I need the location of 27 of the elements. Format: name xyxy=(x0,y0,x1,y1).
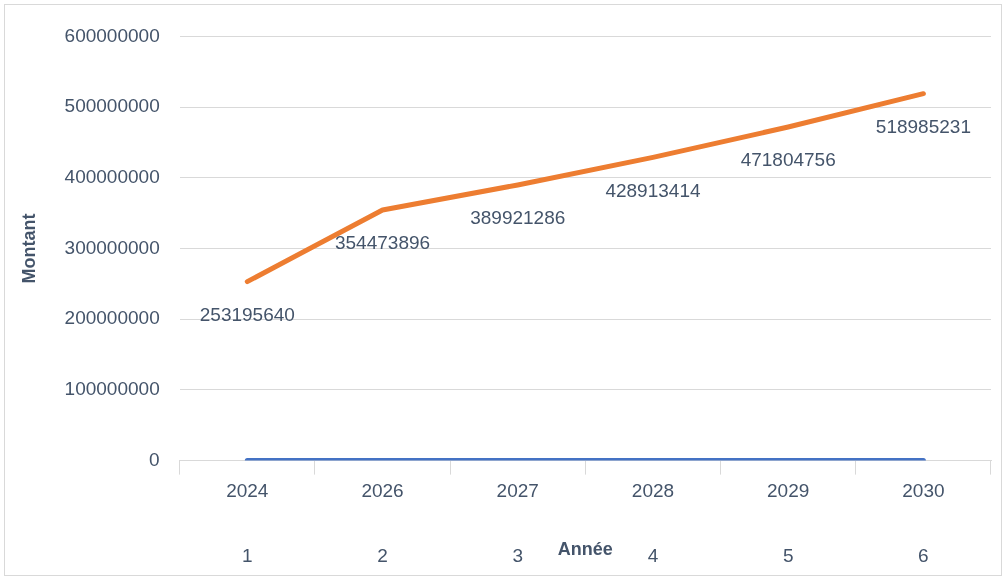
text: 2 xyxy=(377,545,388,567)
data-label: 518985231 xyxy=(875,115,971,137)
y-tick-label: 100000000 xyxy=(64,378,160,400)
x-tick-label: 2026 xyxy=(361,480,404,502)
x-axis-title: Année xyxy=(557,539,613,560)
y-tick-label: 600000000 xyxy=(64,24,160,46)
y-tick-label: 300000000 xyxy=(64,236,160,258)
text: 4 xyxy=(647,545,659,567)
text: 3 xyxy=(512,545,524,567)
y-tick-label: 500000000 xyxy=(64,95,160,117)
x-tick-label: 2027 xyxy=(496,480,539,502)
data-label: 253195640 xyxy=(199,303,295,325)
text: 6 xyxy=(918,545,929,567)
x-tick-label: 2024 xyxy=(226,480,269,502)
y-tick-label: 400000000 xyxy=(64,166,160,188)
x-tick-label: 2028 xyxy=(631,480,675,502)
data-label: 354473896 xyxy=(334,232,431,254)
data-label: 428913414 xyxy=(605,179,701,201)
y-axis-title: Montant xyxy=(18,213,39,284)
text: 1 xyxy=(242,545,253,567)
data-label: 471804756 xyxy=(740,149,836,171)
y-tick-label: 200000000 xyxy=(64,307,160,329)
y-tick-label: 0 xyxy=(149,448,160,470)
x-tick-label: 2030 xyxy=(902,480,945,502)
text: 5 xyxy=(782,545,794,567)
data-label: 389921286 xyxy=(470,207,566,229)
x-tick-label: 2029 xyxy=(767,480,810,502)
